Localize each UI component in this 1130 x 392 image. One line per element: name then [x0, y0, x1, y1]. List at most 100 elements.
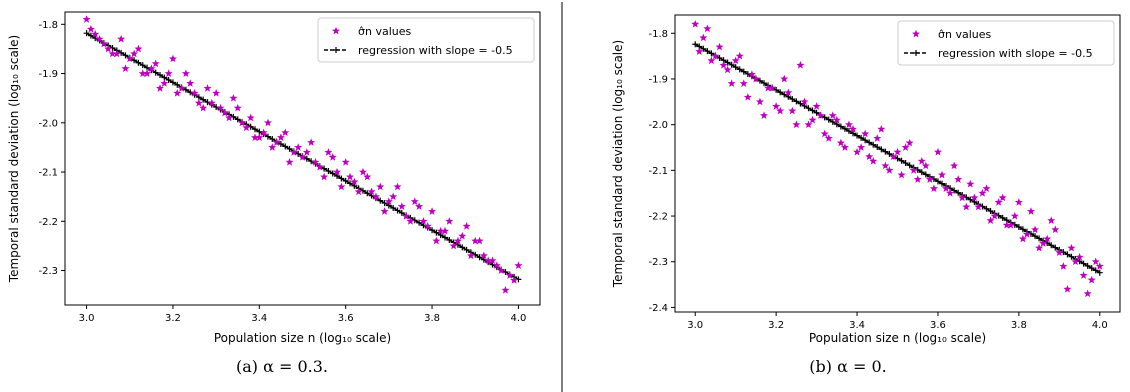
data-point — [1010, 211, 1019, 220]
data-point — [723, 65, 732, 74]
x-tick-label: 3.2 — [165, 313, 181, 324]
data-point — [367, 187, 376, 196]
regression-marker — [825, 116, 832, 123]
y-tick-label: -1.9 — [38, 69, 58, 80]
data-point — [510, 276, 519, 284]
regression-marker — [866, 139, 873, 146]
chart-a: 3.0 3.2 3.4 3.6 3.8 4.0 -1.8 -1.9 -2.0 -2.1 -2.2 -2… — [7, 11, 541, 345]
regression-marker — [1080, 260, 1087, 267]
data-point — [328, 153, 337, 161]
regression-marker — [1088, 265, 1095, 272]
data-point — [889, 152, 898, 161]
data-point — [194, 98, 203, 107]
regression-marker — [902, 160, 909, 167]
regression-marker — [805, 105, 812, 112]
regression-marker — [704, 48, 711, 55]
data-point — [832, 115, 841, 124]
data-point — [354, 187, 363, 196]
data-point — [1063, 284, 1072, 293]
data-point — [406, 217, 415, 225]
data-point — [138, 69, 147, 77]
data-point — [130, 49, 139, 58]
regression-marker — [1068, 253, 1075, 260]
data-point — [731, 56, 740, 65]
data-point — [246, 113, 255, 122]
regression-marker — [1092, 267, 1099, 274]
data-point — [1095, 262, 1104, 270]
regression-marker — [850, 130, 856, 137]
data-point — [1035, 243, 1044, 252]
data-point — [715, 42, 724, 51]
regression-marker — [122, 52, 129, 59]
data-point — [897, 170, 906, 179]
legend-star-marker — [912, 29, 920, 38]
data-point — [917, 157, 926, 165]
data-point — [501, 286, 510, 294]
regression-marker — [1015, 224, 1022, 231]
regression-marker — [874, 144, 881, 151]
data-point — [820, 129, 829, 138]
data-point — [808, 115, 817, 124]
data-point — [893, 147, 902, 156]
data-point — [203, 84, 212, 92]
data-point — [453, 236, 462, 245]
regression-marker — [87, 32, 94, 39]
data-point — [307, 138, 316, 146]
regression-marker — [898, 157, 905, 164]
regression-marker — [971, 198, 978, 205]
regression-marker — [139, 62, 146, 69]
data-point — [804, 120, 813, 129]
data-point — [836, 138, 845, 147]
x-tick-label: 3.8 — [424, 313, 440, 324]
data-point — [190, 89, 199, 97]
x-tick-label: 3.4 — [251, 313, 267, 324]
data-point — [168, 54, 177, 63]
x-tick-label: 3.8 — [1011, 320, 1027, 331]
regression-marker — [724, 59, 731, 66]
y-tick-label: -2.3 — [648, 257, 668, 268]
data-point — [1083, 289, 1092, 298]
regression-marker — [351, 182, 358, 189]
data-point — [134, 44, 143, 53]
data-point — [853, 147, 862, 156]
data-point — [514, 261, 523, 269]
regression-marker — [390, 204, 397, 211]
regression-marker — [983, 205, 990, 212]
data-point — [921, 161, 930, 170]
data-point — [436, 226, 445, 235]
data-point — [982, 184, 991, 193]
regression-marker — [157, 72, 163, 79]
data-point — [233, 103, 242, 112]
data-point — [255, 133, 264, 141]
data-point — [901, 143, 910, 151]
data-point — [1059, 262, 1068, 270]
data-point — [289, 148, 298, 156]
data-point — [1075, 252, 1084, 261]
regression-marker — [277, 140, 284, 147]
data-point — [780, 74, 789, 83]
regression-marker — [295, 150, 302, 157]
x-tick-label: 3.2 — [768, 320, 784, 331]
data-point — [242, 123, 251, 132]
data-point — [298, 153, 307, 161]
regression-marker — [152, 69, 159, 76]
legend-entry-regression: regression with slope = -0.5 — [938, 47, 1093, 60]
regression-marker — [165, 76, 172, 83]
data-point — [776, 106, 785, 115]
regression-marker — [1064, 251, 1071, 258]
data-point — [186, 79, 195, 87]
data-point — [719, 61, 728, 69]
regression-marker — [169, 79, 176, 86]
y-tick-label: -2.0 — [38, 118, 58, 129]
data-point — [484, 256, 493, 265]
data-point — [768, 83, 777, 92]
y-tick-label: -2.1 — [38, 168, 58, 179]
data-point — [881, 161, 890, 170]
data-point — [251, 133, 259, 141]
data-point — [108, 49, 117, 58]
regression-marker — [1052, 244, 1059, 251]
regression-marker — [951, 187, 958, 194]
x-tick-label: 3.4 — [849, 320, 865, 331]
data-point — [445, 217, 454, 225]
